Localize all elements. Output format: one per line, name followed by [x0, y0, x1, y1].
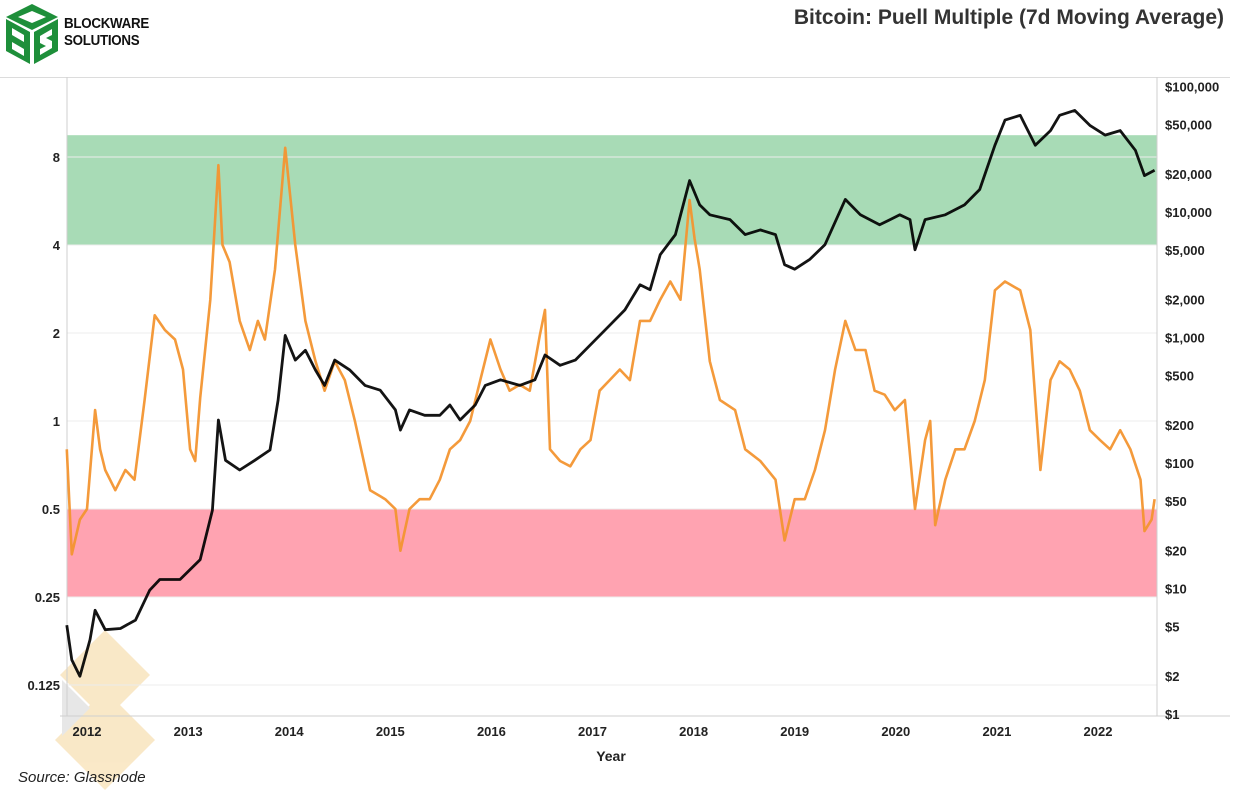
y-right-tick-label: $20,000 [1165, 167, 1212, 182]
y-left-tick-label: 0.5 [42, 502, 60, 517]
buy-zone-band [67, 509, 1157, 597]
y-right-tick-label: $500 [1165, 368, 1194, 383]
y-right-tick-label: $1 [1165, 707, 1179, 722]
x-tick-label: 2022 [1084, 724, 1113, 739]
x-tick-label: 2020 [881, 724, 910, 739]
y-left-tick-label: 0.25 [35, 590, 60, 605]
x-tick-label: 2018 [679, 724, 708, 739]
x-tick-label: 2014 [275, 724, 305, 739]
puell-multiple-line [65, 146, 1156, 556]
y-right-tick-label: $20 [1165, 544, 1187, 559]
y-right-tick-label: $2,000 [1165, 293, 1205, 308]
source-note: Source: Glassnode [18, 769, 146, 786]
y-left-tick-label: 8 [53, 150, 60, 165]
y-left-tick-label: 2 [53, 326, 60, 341]
y-right-tick-label: $200 [1165, 418, 1194, 433]
blockware-logo: BLOCKWARE SOLUTIONS [2, 2, 162, 66]
y-right-tick-label: $100,000 [1165, 80, 1219, 95]
x-tick-label: 2019 [780, 724, 809, 739]
y-right-tick-label: $10,000 [1165, 205, 1212, 220]
x-tick-label: 2015 [376, 724, 405, 739]
x-tick-label: 2013 [174, 724, 203, 739]
chart-title: Bitcoin: Puell Multiple (7d Moving Avera… [793, 6, 1224, 29]
y-left-tick-label: 1 [53, 414, 60, 429]
y-right-tick-label: $100 [1165, 456, 1194, 471]
y-right-tick-label: $2 [1165, 669, 1179, 684]
brand-line-1: BLOCKWARE [64, 16, 149, 32]
x-tick-label: 2012 [73, 724, 102, 739]
y-right-tick-label: $1,000 [1165, 331, 1205, 346]
y-right-tick-label: $10 [1165, 582, 1187, 597]
header-divider [0, 77, 1230, 78]
y-right-tick-label: $5 [1165, 619, 1179, 634]
btc-price-line [65, 109, 1156, 678]
brand-name: BLOCKWARE SOLUTIONS [64, 16, 149, 50]
logo-cube-icon [6, 4, 58, 64]
sell-zone-band [67, 135, 1157, 245]
x-axis-label: Year [596, 748, 626, 764]
y-right-tick-label: $50,000 [1165, 117, 1212, 132]
watermark-icon [55, 630, 155, 790]
x-tick-label: 2021 [982, 724, 1011, 739]
y-right-tick-label: $5,000 [1165, 243, 1205, 258]
x-tick-label: 2017 [578, 724, 607, 739]
x-tick-label: 2016 [477, 724, 506, 739]
brand-line-2: SOLUTIONS [64, 33, 140, 49]
y-left-tick-label: 0.125 [27, 678, 60, 693]
y-right-tick-label: $50 [1165, 494, 1187, 509]
y-left-tick-label: 4 [53, 238, 61, 253]
